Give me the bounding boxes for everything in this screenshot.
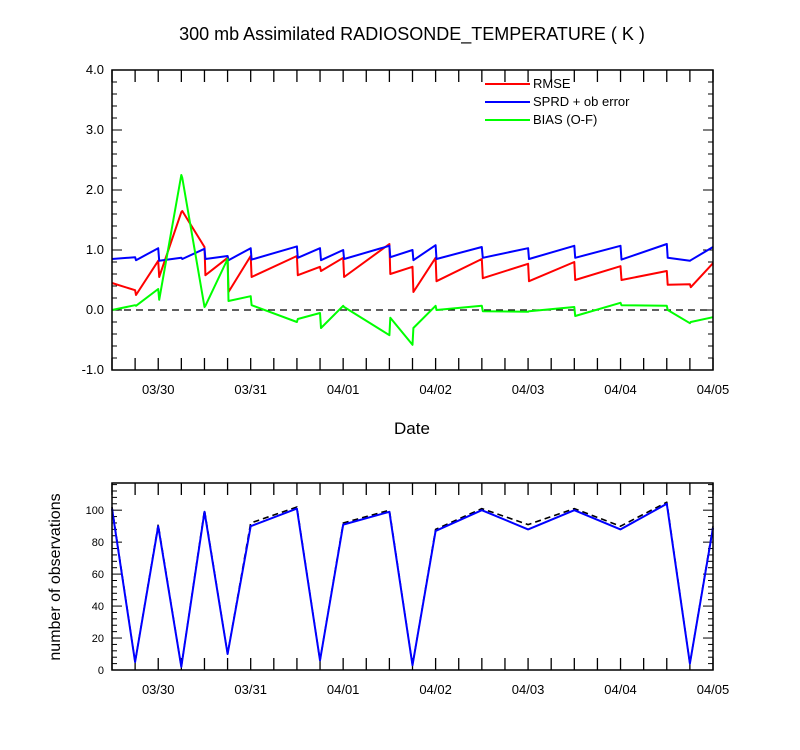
x-tick-label-04-01: 04/01	[327, 382, 360, 397]
x-tick-label-03-30: 03/30	[142, 682, 175, 697]
y-tick-label-20: 20	[92, 633, 104, 645]
top-tick-labels: 03/30 03/31 04/01 04/02 04/03 04/04 04/05 -1.0 0…	[82, 62, 730, 397]
series-line-rmse	[111, 210, 714, 296]
y-axis-label: number of observations	[47, 493, 64, 660]
top-ticks	[111, 69, 714, 371]
x-tick-label-04-04: 04/04	[604, 382, 637, 397]
y-tick-label-40: 40	[92, 601, 104, 613]
bottom-panel: 03/30 03/31 04/01 04/02 04/03 04/04 04/05 0 20 40…	[47, 482, 730, 697]
bottom-plot-frame	[111, 482, 714, 671]
y-tick-label-3-0: 3.0	[86, 122, 104, 137]
y-tick-label-2-0: 2.0	[86, 182, 104, 197]
x-tick-label-04-01: 04/01	[327, 682, 360, 697]
y-tick-label-0-0: 0.0	[86, 302, 104, 317]
legend: RMSE SPRD + ob error BIAS (O-F)	[485, 76, 630, 127]
series-line-possible	[111, 501, 714, 668]
x-tick-label-03-30: 03/30	[142, 382, 175, 397]
x-tick-label-04-03: 04/03	[512, 682, 545, 697]
top-series	[111, 174, 714, 346]
x-tick-label-04-02: 04/02	[419, 682, 452, 697]
x-tick-label-03-31: 03/31	[234, 682, 267, 697]
y-tick-label-60: 60	[92, 569, 104, 581]
chart-title: 300 mb Assimilated RADIOSONDE_TEMPERATUR…	[179, 24, 645, 45]
series-line-bias-o-f	[111, 174, 714, 346]
legend-bias-label: BIAS (O-F)	[533, 112, 597, 127]
bottom-tick-labels: 03/30 03/31 04/01 04/02 04/03 04/04 04/05 0 20 40…	[86, 505, 730, 697]
x-tick-label-04-05: 04/05	[697, 682, 730, 697]
x-tick-label-04-02: 04/02	[419, 382, 452, 397]
legend-sprd-label: SPRD + ob error	[533, 94, 630, 109]
series-line-used	[111, 502, 714, 668]
y-tick-label-1-0: 1.0	[86, 242, 104, 257]
series-line-sprd-ob-error	[111, 243, 714, 262]
y-tick-label-80: 80	[92, 537, 104, 549]
x-tick-label-04-05: 04/05	[697, 382, 730, 397]
x-axis-label: Date	[394, 419, 430, 438]
legend-rmse-label: RMSE	[533, 76, 571, 91]
y-tick-label-1-0: -1.0	[82, 362, 104, 377]
y-tick-label-100: 100	[86, 505, 104, 517]
top-plot-frame	[111, 69, 714, 371]
x-tick-label-04-03: 04/03	[512, 382, 545, 397]
bottom-series	[111, 501, 714, 668]
x-tick-label-04-04: 04/04	[604, 682, 637, 697]
y-tick-label-4-0: 4.0	[86, 62, 104, 77]
y-tick-label-0: 0	[98, 665, 104, 677]
x-tick-label-03-31: 03/31	[234, 382, 267, 397]
bottom-ticks	[111, 483, 714, 671]
top-panel: 03/30 03/31 04/01 04/02 04/03 04/04 04/05 -1.0 0…	[82, 62, 730, 438]
